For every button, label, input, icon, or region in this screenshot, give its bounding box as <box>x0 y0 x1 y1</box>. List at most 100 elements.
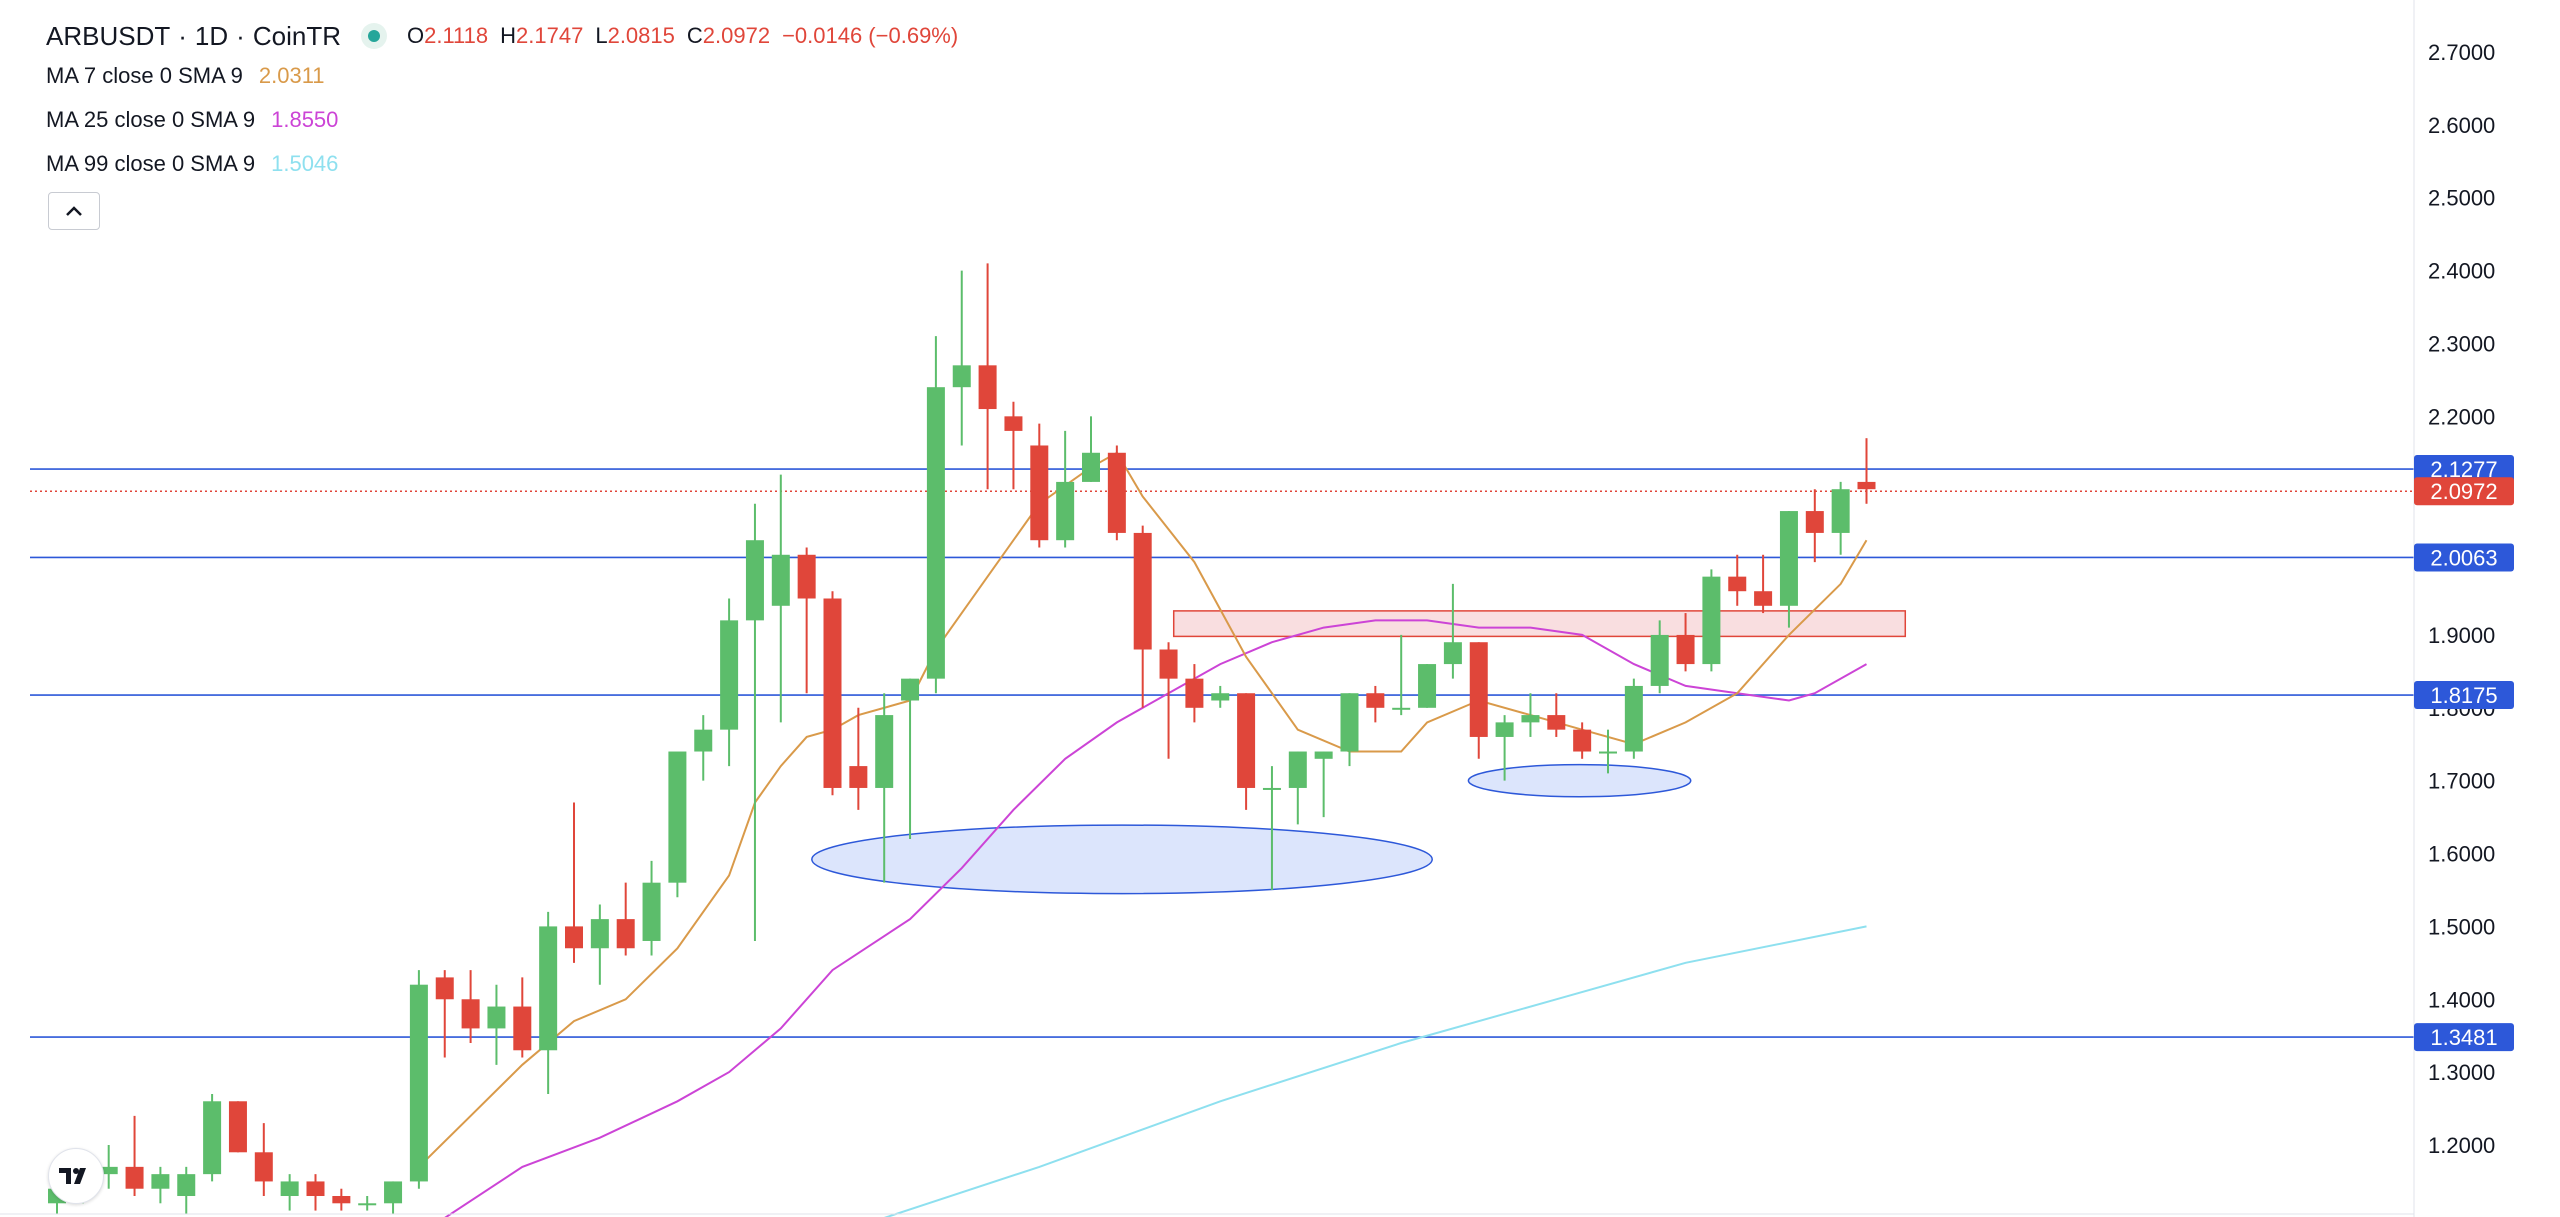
candle-body <box>1340 693 1359 752</box>
candle-body <box>720 620 739 730</box>
price-label-background <box>2414 455 2514 484</box>
indicator-value: 1.5046 <box>271 151 339 176</box>
candle-body <box>254 1152 273 1182</box>
candle-body <box>332 1196 351 1204</box>
candle-up <box>875 693 894 883</box>
ohlc-values: O2.1118 H2.1747 L2.0815 C2.0972 −0.0146 … <box>407 23 958 49</box>
candle-down <box>125 1115 144 1197</box>
indicator-ma99[interactable]: MA 99 close 0 SMA 9 1.5046 <box>46 142 958 186</box>
support-ellipse <box>1467 763 1692 798</box>
candle-body <box>1314 751 1333 759</box>
candle-up <box>745 503 764 941</box>
candle-body <box>1521 715 1540 723</box>
candle-body <box>1237 693 1256 788</box>
candle-down <box>1004 401 1023 490</box>
ohlc-high: H2.1747 <box>500 23 584 48</box>
candle-body <box>513 1006 532 1051</box>
candle-body <box>1056 481 1075 541</box>
candle-up <box>926 336 945 694</box>
candle-body <box>849 766 868 788</box>
candle-up <box>280 1174 299 1211</box>
candle-body <box>1392 707 1411 710</box>
candle-body <box>1599 751 1617 754</box>
candle-down <box>1133 525 1152 708</box>
line-price-label: 2.0063 <box>2414 543 2514 572</box>
price-tick-label: 2.6000 <box>2428 113 2495 138</box>
candle-up <box>1521 693 1540 737</box>
candle-body <box>1159 649 1178 679</box>
indicator-ma25[interactable]: MA 25 close 0 SMA 9 1.8550 <box>46 98 958 142</box>
candle-down <box>332 1188 351 1211</box>
candle-up <box>151 1166 170 1204</box>
candle-up <box>1262 766 1281 890</box>
collapse-legend-button[interactable] <box>48 192 100 230</box>
candle-down <box>1754 554 1773 614</box>
price-label-background <box>2414 681 2514 710</box>
candle-body <box>203 1101 222 1175</box>
candle-up <box>487 984 506 1065</box>
candle-down <box>306 1174 325 1211</box>
candle-body <box>875 715 894 788</box>
candle-up <box>99 1145 118 1189</box>
candle-up <box>358 1196 377 1211</box>
ohlc-low: L2.0815 <box>595 23 675 48</box>
candle-down <box>1857 438 1876 504</box>
price-tick-label: 1.6000 <box>2428 842 2495 867</box>
indicator-label: MA 25 close 0 SMA 9 <box>46 107 256 132</box>
separator: · <box>178 20 187 51</box>
candle-body <box>1288 751 1307 788</box>
price-label-background <box>2414 543 2514 572</box>
candle-body <box>461 999 480 1029</box>
chart-legend: ARBUSDT · 1D · CoinTR O2.1118 H2.1747 L2… <box>46 18 958 186</box>
candle-body <box>151 1174 170 1189</box>
candle-up <box>1624 678 1643 759</box>
candle-body <box>694 729 713 752</box>
price-label-text: 1.8175 <box>2430 683 2497 708</box>
candle-up <box>409 970 428 1189</box>
candle-body <box>99 1166 118 1175</box>
candle-body <box>1133 532 1152 650</box>
candles <box>48 263 1876 1214</box>
candle-up <box>1495 715 1514 781</box>
candle-up <box>694 715 713 781</box>
tradingview-logo-icon[interactable] <box>48 1148 104 1204</box>
candle-body <box>435 977 454 1000</box>
candle-down <box>1159 642 1178 759</box>
price-tick-label: 1.5000 <box>2428 914 2495 939</box>
candle-up <box>384 1181 403 1214</box>
price-label-text: 2.0972 <box>2430 479 2497 504</box>
exchange: CoinTR <box>252 20 341 51</box>
candle-body <box>978 365 997 410</box>
candle-body <box>306 1181 325 1197</box>
indicator-value: 2.0311 <box>258 63 325 88</box>
indicator-ma7[interactable]: MA 7 close 0 SMA 9 2.0311 <box>46 54 958 98</box>
candle-body <box>539 926 558 1051</box>
price-label-text: 1.3481 <box>2430 1025 2497 1050</box>
candle-body <box>1030 445 1049 541</box>
candle-body <box>1624 685 1643 752</box>
candle-up <box>1082 416 1100 482</box>
candle-up <box>720 598 739 767</box>
indicator-label: MA 99 close 0 SMA 9 <box>46 151 256 176</box>
candle-body <box>668 751 687 883</box>
support-ellipse <box>811 824 1433 895</box>
symbol-name[interactable]: ARBUSDT <box>46 20 171 51</box>
price-label-background <box>2414 477 2514 506</box>
candle-down <box>1030 423 1049 548</box>
indicator-label: MA 7 close 0 SMA 9 <box>46 63 243 88</box>
interval[interactable]: 1D <box>194 20 229 51</box>
candle-down <box>849 707 868 810</box>
candle-up <box>1056 430 1075 548</box>
current-price-label: 2.0972 <box>2414 477 2514 506</box>
candle-body <box>384 1181 403 1204</box>
candle-body <box>590 919 609 949</box>
candle-body <box>280 1181 299 1197</box>
candle-body <box>1185 678 1204 708</box>
candle-up <box>539 911 558 1094</box>
candle-body <box>1857 481 1876 490</box>
candle-body <box>952 365 971 388</box>
symbol-row: ARBUSDT · 1D · CoinTR O2.1118 H2.1747 L2… <box>46 18 958 54</box>
separator: · <box>236 20 245 51</box>
candle-down <box>1676 613 1695 672</box>
